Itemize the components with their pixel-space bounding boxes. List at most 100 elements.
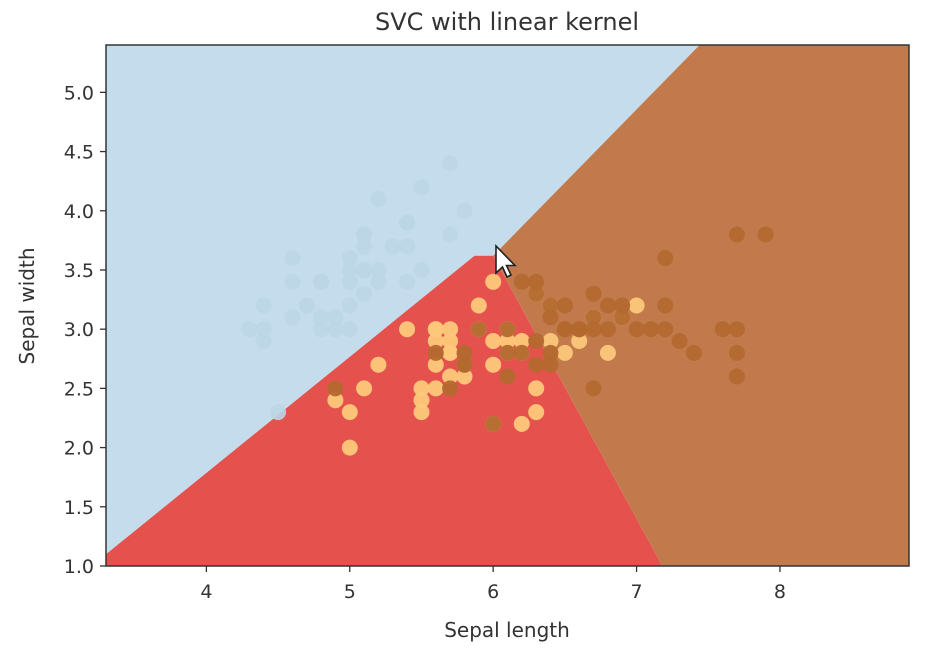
point-class-2 [728,368,745,385]
point-class-2 [585,321,602,338]
point-class-0 [341,250,358,267]
point-class-2 [585,309,602,326]
point-class-1 [427,380,444,397]
point-class-2 [657,297,674,314]
x-tick-label: 6 [487,581,499,603]
point-class-0 [313,321,330,338]
point-class-1 [628,297,645,314]
point-class-0 [399,238,416,255]
point-class-2 [657,250,674,267]
point-class-1 [513,415,530,432]
point-class-1 [528,404,545,421]
y-tick-label: 1.5 [64,497,94,519]
y-tick-label: 2.5 [64,378,94,400]
point-class-2 [599,297,616,314]
point-class-2 [685,344,702,361]
y-tick-label: 4.5 [64,142,94,164]
point-class-2 [542,309,559,326]
point-class-0 [270,404,287,421]
point-class-2 [556,297,573,314]
point-class-2 [614,309,631,326]
y-tick-label: 5.0 [64,82,94,104]
mouse-pointer-icon [495,244,517,279]
point-class-2 [657,321,674,338]
point-class-2 [628,321,645,338]
point-class-2 [528,285,545,302]
point-class-0 [341,273,358,290]
decision-region-class-0 [106,45,700,555]
point-class-0 [370,190,387,207]
point-class-2 [585,380,602,397]
x-axis: 4 5 6 7 8 [200,566,786,603]
point-class-1 [470,297,487,314]
point-class-0 [356,285,373,302]
plot-area [106,45,909,566]
point-class-0 [298,297,315,314]
point-class-1 [528,380,545,397]
point-class-1 [485,333,502,349]
point-class-1 [413,404,430,421]
point-class-1 [413,392,430,409]
point-class-0 [341,262,358,278]
point-class-0 [241,321,258,338]
point-class-0 [341,321,358,338]
y-tick-label: 3.0 [64,319,94,341]
point-class-2 [456,356,473,373]
decision-region-class-2 [493,45,909,566]
x-tick-label: 4 [200,581,212,603]
point-class-1 [571,333,588,349]
point-class-1 [456,368,473,385]
point-class-2 [585,285,602,302]
point-class-0 [327,321,344,338]
point-class-0 [413,262,430,278]
point-class-2 [757,226,774,243]
point-class-2 [499,321,516,338]
data-points [241,155,774,456]
point-class-2 [427,344,444,361]
point-class-0 [341,297,358,314]
point-class-1 [341,404,358,421]
point-class-1 [356,380,373,397]
point-class-0 [356,262,373,278]
point-class-0 [413,179,430,196]
point-class-1 [427,333,444,349]
point-class-0 [284,250,301,267]
point-class-2 [714,321,731,338]
point-class-2 [528,273,545,290]
x-tick-label: 5 [344,581,356,603]
y-tick-label: 1.0 [64,556,94,578]
point-class-0 [370,262,387,278]
point-class-2 [728,226,745,243]
point-class-1 [370,356,387,373]
point-class-1 [442,344,459,361]
point-class-2 [542,297,559,314]
point-class-2 [513,344,530,361]
point-class-0 [356,226,373,243]
point-class-0 [327,309,344,326]
x-axis-label: Sepal length [444,618,570,642]
point-class-2 [571,321,588,338]
point-class-2 [556,321,573,338]
point-class-1 [485,356,502,373]
point-class-1 [341,439,358,456]
point-class-2 [485,415,502,432]
point-class-2 [528,333,545,349]
point-class-0 [399,273,416,290]
y-tick-label: 3.5 [64,260,94,282]
point-class-1 [327,392,344,409]
point-class-0 [313,309,330,326]
point-class-1 [399,321,416,338]
point-class-0 [313,273,330,290]
point-class-1 [442,368,459,385]
point-class-2 [599,321,616,338]
point-class-0 [284,273,301,290]
point-class-2 [542,344,559,361]
point-class-1 [442,333,459,349]
point-class-1 [599,344,616,361]
plot-frame [105,44,910,567]
point-class-1 [427,321,444,338]
point-class-2 [542,356,559,373]
point-class-0 [384,238,401,255]
x-tick-label: 8 [774,581,786,603]
